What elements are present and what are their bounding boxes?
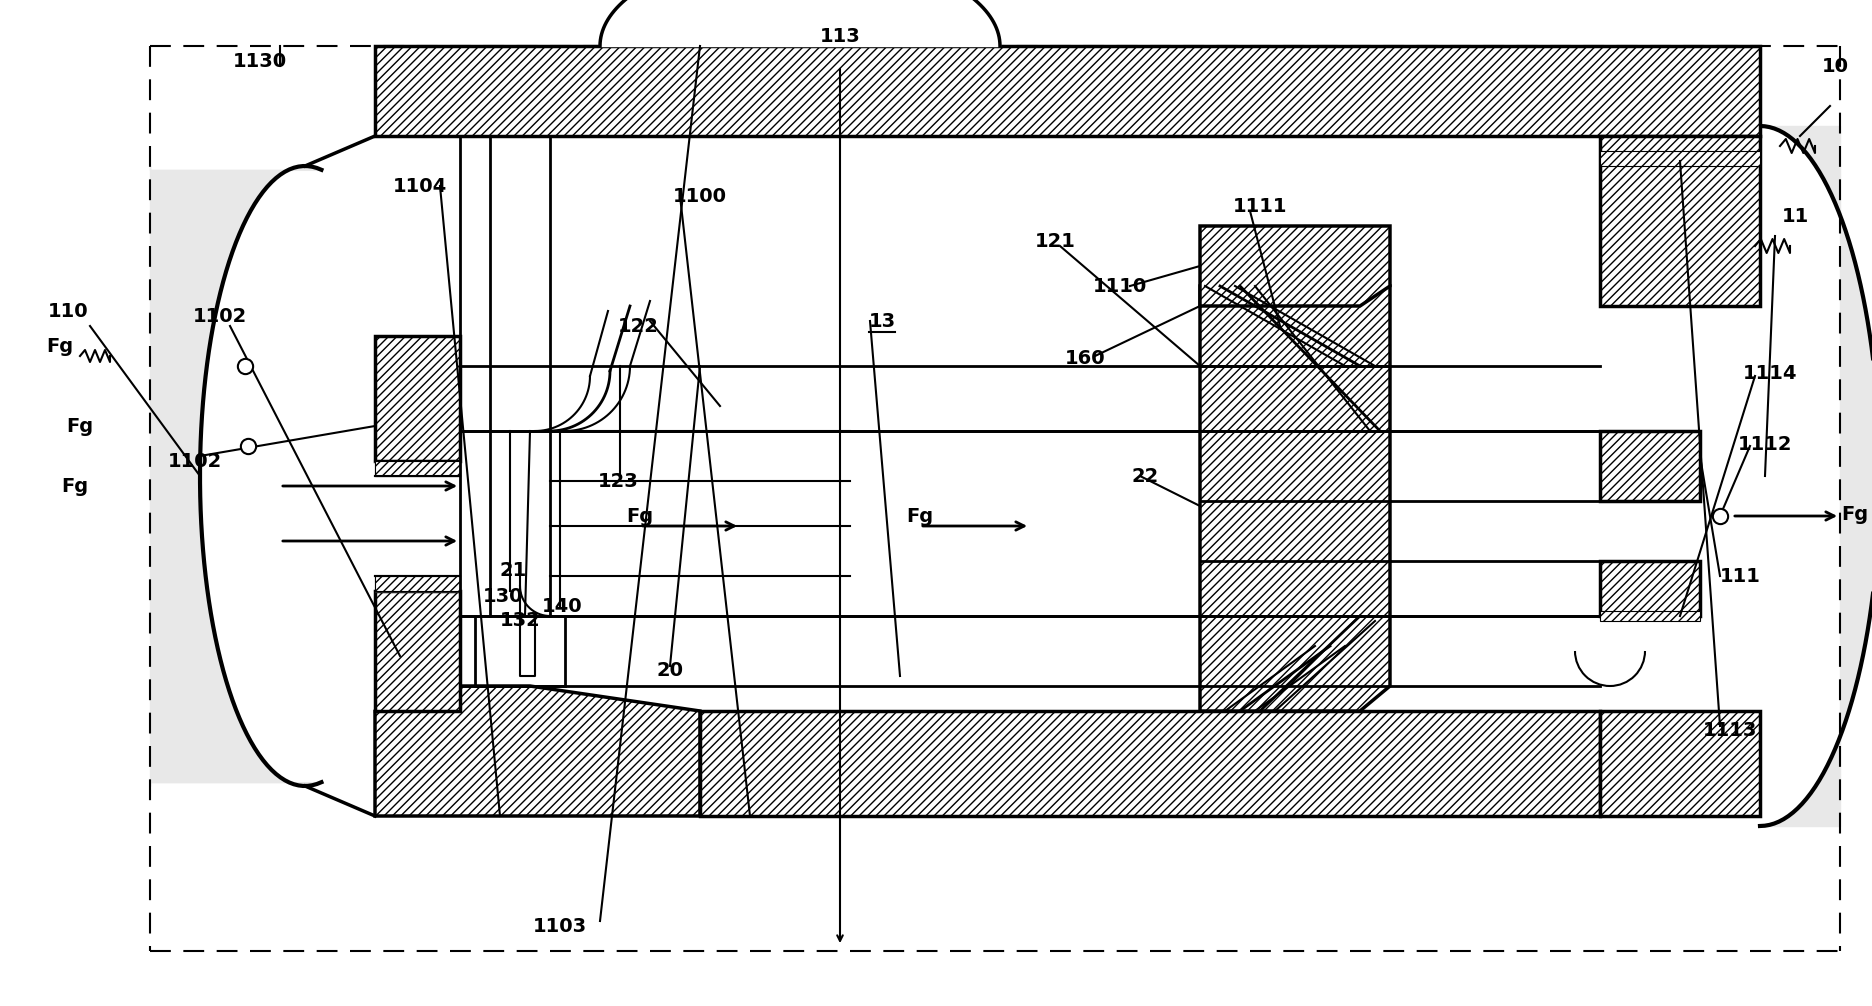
Text: Fg: Fg	[62, 477, 88, 496]
Text: 1114: 1114	[1743, 363, 1797, 382]
Polygon shape	[374, 461, 461, 476]
Text: 130: 130	[483, 586, 524, 606]
Text: 123: 123	[597, 472, 638, 491]
Text: 110: 110	[47, 302, 88, 321]
Text: 21: 21	[500, 561, 526, 580]
Text: 1102: 1102	[168, 452, 223, 471]
Text: 1112: 1112	[1737, 435, 1792, 454]
Text: 132: 132	[500, 612, 541, 631]
Text: 111: 111	[1720, 566, 1760, 585]
Text: Fg: Fg	[66, 416, 94, 436]
Text: 122: 122	[618, 317, 659, 335]
Polygon shape	[700, 711, 1601, 816]
Polygon shape	[374, 336, 461, 461]
Polygon shape	[1601, 711, 1760, 816]
Polygon shape	[1200, 286, 1391, 711]
Text: 1104: 1104	[393, 176, 447, 195]
Text: 1103: 1103	[534, 916, 588, 936]
Polygon shape	[374, 591, 461, 711]
Polygon shape	[1601, 431, 1700, 501]
Polygon shape	[374, 686, 700, 816]
Polygon shape	[1601, 611, 1700, 621]
Text: 160: 160	[1065, 348, 1104, 367]
Text: 13: 13	[869, 312, 895, 331]
Text: 1113: 1113	[1704, 721, 1758, 740]
Polygon shape	[1601, 136, 1760, 306]
Text: 1130: 1130	[232, 51, 286, 70]
Text: Fg: Fg	[47, 336, 73, 355]
Text: Fg: Fg	[627, 506, 653, 525]
Text: Fg: Fg	[906, 506, 934, 525]
Text: 22: 22	[1131, 467, 1159, 486]
Text: 20: 20	[657, 662, 683, 680]
Text: 1102: 1102	[193, 307, 247, 326]
Polygon shape	[1200, 226, 1391, 306]
Text: 10: 10	[1821, 56, 1848, 75]
Text: 113: 113	[820, 26, 861, 45]
Polygon shape	[1601, 561, 1700, 616]
Text: 1100: 1100	[674, 186, 726, 205]
Polygon shape	[374, 576, 461, 591]
Text: 140: 140	[541, 597, 582, 616]
Text: Fg: Fg	[1842, 504, 1868, 523]
Text: 1111: 1111	[1234, 196, 1288, 215]
Text: 121: 121	[1035, 231, 1075, 250]
Polygon shape	[374, 46, 1760, 136]
Text: 11: 11	[1782, 206, 1808, 225]
Text: 1110: 1110	[1093, 277, 1148, 296]
Polygon shape	[1601, 151, 1760, 166]
